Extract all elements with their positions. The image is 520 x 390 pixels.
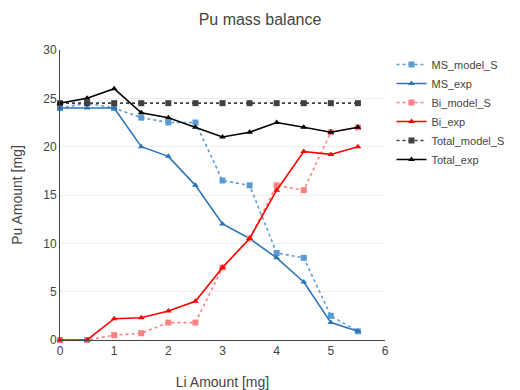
svg-text:2: 2 [165, 344, 172, 358]
svg-text:Pu mass balance: Pu mass balance [199, 11, 322, 28]
svg-text:30: 30 [43, 43, 57, 57]
svg-text:0: 0 [57, 344, 64, 358]
svg-text:15: 15 [43, 188, 57, 202]
svg-text:0: 0 [50, 333, 57, 347]
svg-text:Pu Amount [mg]: Pu Amount [mg] [9, 145, 25, 245]
svg-text:3: 3 [219, 344, 226, 358]
svg-text:1: 1 [111, 344, 118, 358]
svg-text:4: 4 [273, 344, 280, 358]
svg-text:25: 25 [43, 92, 57, 106]
svg-text:6: 6 [382, 344, 389, 358]
svg-text:5: 5 [50, 285, 57, 299]
svg-text:Bi_exp: Bi_exp [432, 116, 466, 128]
svg-text:MS_exp: MS_exp [432, 78, 472, 90]
svg-text:Bi_model_S: Bi_model_S [432, 97, 491, 109]
svg-text:10: 10 [43, 237, 57, 251]
svg-text:Total_exp: Total_exp [432, 154, 479, 166]
svg-text:20: 20 [43, 140, 57, 154]
svg-text:Li Amount [mg]: Li Amount [mg] [176, 374, 269, 390]
svg-text:5: 5 [327, 344, 334, 358]
svg-text:MS_model_S: MS_model_S [432, 59, 498, 71]
svg-text:Total_model_S: Total_model_S [432, 135, 505, 147]
